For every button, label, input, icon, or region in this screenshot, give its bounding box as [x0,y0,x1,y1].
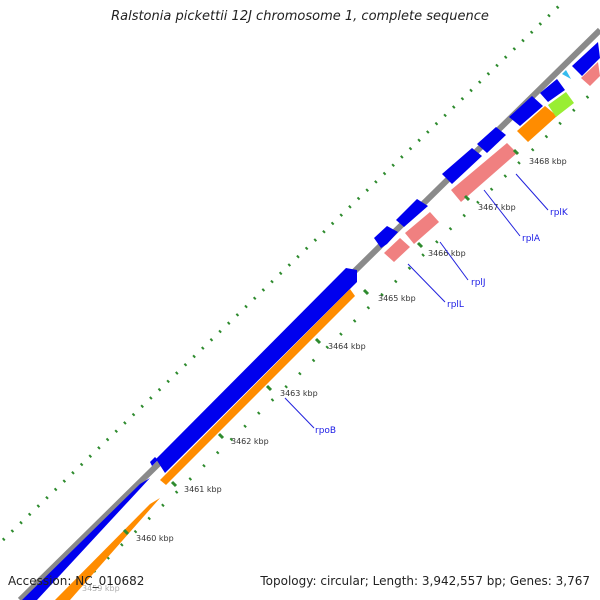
tick-mark [416,241,424,249]
callout-line [515,173,549,211]
rrna-feature [384,238,410,262]
tick-mark [170,480,178,488]
rrna-track [384,62,600,262]
rrna-feature [405,212,439,244]
gc-dots-upper [1,3,562,542]
misc-feature [562,70,571,79]
cds-feature [396,199,428,227]
tick-mark [122,528,130,536]
gene-label-rplJ[interactable]: rplJ [471,278,486,288]
tick-label: 3467 kbp [478,203,516,212]
callout-line [483,189,521,237]
accession-text: Accession: NC_010682 [8,574,145,588]
tick-labels: 3459 kbp 3460 kbp 3461 kbp 3462 kbp 3463… [82,157,567,593]
rrna-feature [581,62,600,86]
tick-label: 3459 kbp [82,584,120,593]
tick-mark [512,148,520,156]
gene-label-rplK[interactable]: rplK [550,208,569,218]
gene-label-rpoB[interactable]: rpoB [315,426,336,436]
map-title: Ralstonia pickettii 12J chromosome 1, co… [111,9,489,24]
cds-feature [442,148,482,184]
tick-label: 3465 kbp [378,294,416,303]
cds-feature [540,79,565,102]
ticks [122,148,520,536]
tick-label: 3464 kbp [328,342,366,351]
cds-feature [509,96,543,126]
tick-mark [217,432,225,440]
gene-feature [160,289,355,485]
tick-label: 3461 kbp [184,485,222,494]
gc-dots-lower [78,83,600,587]
cds-feature [150,457,158,466]
cds-feature [572,42,600,76]
tick-label: 3468 kbp [529,157,567,166]
forward-cds-track [22,42,600,600]
cds-feature [477,127,506,153]
trna-feature [548,92,574,117]
tick-mark [362,288,370,296]
cds-feature [156,268,357,473]
tick-label: 3460 kbp [136,534,174,543]
gene-feature [55,498,160,600]
tick-label: 3463 kbp [280,389,318,398]
gene-track [55,106,557,600]
gene-label-rplA[interactable]: rplA [522,234,541,244]
gene-feature [517,106,557,142]
tick-mark [265,384,273,392]
genome-stats-text: Topology: circular; Length: 3,942,557 bp… [260,574,590,588]
callout-line [439,241,469,281]
callout-line [284,397,315,429]
rrna-feature [451,143,517,202]
tick-label: 3466 kbp [428,249,466,258]
gene-callouts [284,173,549,429]
cds-feature [374,226,398,248]
gene-label-rplL[interactable]: rplL [447,300,464,310]
callout-line [407,263,446,303]
tick-mark [463,194,471,202]
tick-mark [314,337,322,345]
cds-feature [22,478,150,600]
tick-label: 3462 kbp [231,437,269,446]
